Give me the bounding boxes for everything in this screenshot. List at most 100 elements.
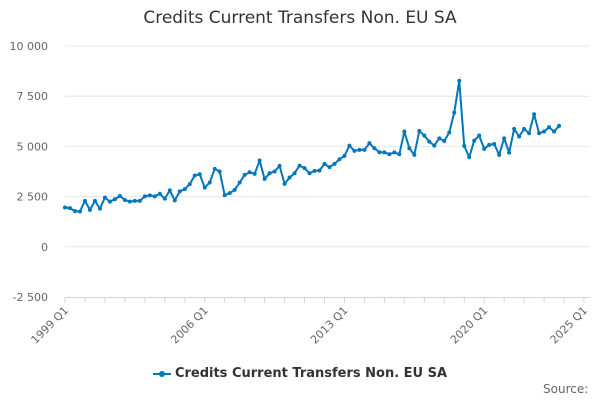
data-point [92,198,97,203]
data-point [352,148,357,153]
data-point [522,126,527,131]
data-point [377,150,382,155]
data-point [412,152,417,157]
data-point [447,130,452,135]
x-tick-label: 2013 Q1 [308,304,351,347]
data-point [337,157,342,162]
data-point [342,153,347,158]
data-point [152,194,157,199]
x-tick-label: 2025 Q1 [548,304,591,347]
data-point [127,199,132,204]
data-point [167,188,172,193]
data-point [232,187,237,192]
data-point [547,125,552,130]
data-point [202,185,207,190]
data-point [227,191,232,196]
data-point [517,134,522,139]
y-tick-label: 5 000 [17,140,49,153]
data-point [312,168,317,173]
data-point [272,169,277,174]
data-point [422,133,427,138]
data-point [112,197,117,202]
data-point [317,168,322,173]
data-point [257,158,262,163]
legend-line-marker-icon [152,369,171,379]
data-point [382,150,387,155]
data-point [407,146,412,151]
x-tick-label: 1999 Q1 [29,304,72,347]
data-point [247,170,252,175]
data-point [487,142,492,147]
data-point [477,133,482,138]
data-point [267,171,272,176]
data-point [462,143,467,148]
data-point [177,189,182,194]
series-line [64,79,560,213]
data-point [242,172,247,177]
data-point [252,171,257,176]
data-point [147,193,152,198]
source-label: Source: [543,382,589,396]
data-point [557,123,562,128]
data-point [442,138,447,143]
data-point [117,193,122,198]
data-point [372,146,377,151]
y-tick-label: 7 500 [17,90,49,103]
data-point [277,163,282,168]
data-point [307,171,312,176]
data-point [362,147,367,152]
y-tick-label: 2 500 [17,191,49,204]
x-tick-label: 2006 Q1 [168,304,211,347]
data-point [207,180,212,185]
data-point [437,136,442,141]
data-point [157,191,162,196]
data-point [512,126,517,131]
data-point [357,147,362,152]
data-point [162,196,167,201]
data-point [397,152,402,157]
data-point [507,150,512,155]
data-point [132,198,137,203]
data-point [552,129,557,134]
data-point [122,198,127,203]
data-point [77,209,82,214]
data-point [187,182,192,187]
y-tick-label: 10 000 [10,40,49,53]
data-point [427,139,432,144]
data-point [387,152,392,157]
data-point [402,129,407,134]
data-point [67,206,72,211]
data-point [532,112,537,117]
data-point [282,181,287,186]
data-point [527,131,532,136]
data-point [392,150,397,155]
data-point [197,172,202,177]
data-point [87,207,92,212]
data-point [212,166,217,171]
data-point [172,198,177,203]
legend-item[interactable]: Credits Current Transfers Non. EU SA [0,366,600,381]
data-point [192,173,197,178]
data-point [347,143,352,148]
data-point [137,198,142,203]
y-tick-label: 0 [41,241,48,254]
data-point [292,171,297,176]
data-point [542,129,547,134]
data-point [107,199,112,204]
data-point [492,141,497,146]
data-point [287,175,292,180]
data-point [217,169,222,174]
data-point [452,110,457,115]
data-point [467,155,472,160]
data-point [97,206,102,211]
data-point [142,194,147,199]
data-point [322,161,327,166]
data-point [182,187,187,192]
data-point [327,165,332,170]
data-point [72,209,77,214]
data-point [367,141,372,146]
chart-title: Credits Current Transfers Non. EU SA [143,8,457,28]
data-point [237,180,242,185]
